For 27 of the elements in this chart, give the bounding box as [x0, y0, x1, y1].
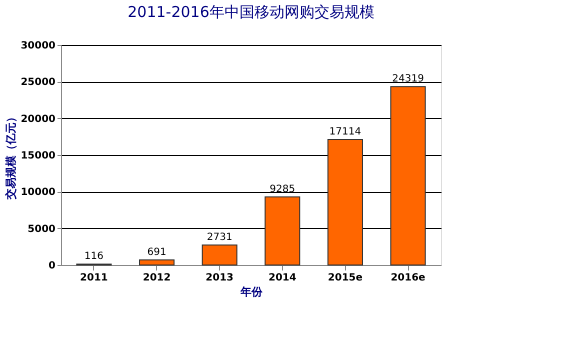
y-tick-label: 0: [48, 260, 56, 272]
bar: [264, 196, 300, 266]
x-axis-title: 年份: [240, 286, 264, 298]
data-label: 116: [84, 251, 104, 262]
y-tick-label: 30000: [20, 40, 56, 52]
x-tick-label: 2016e: [390, 272, 426, 284]
y-tick-label: 20000: [20, 114, 56, 125]
y-tick-label: 10000: [20, 187, 56, 198]
bar: [327, 138, 363, 266]
x-tick-label: 2015e: [328, 272, 363, 284]
x-tick-label: 2014: [268, 272, 296, 284]
bar: [202, 244, 238, 266]
data-label: 691: [147, 246, 166, 258]
x-tick-label: 2012: [142, 272, 171, 284]
data-label: 17114: [329, 126, 362, 138]
y-tick-label: 15000: [20, 150, 56, 162]
bar: [139, 259, 175, 266]
data-label: 24319: [392, 74, 424, 85]
bar: [390, 86, 426, 266]
x-tick-label: 2011: [80, 272, 108, 284]
y-axis-title: 交易规模（亿元）: [4, 112, 18, 200]
y-tick-label: 25000: [20, 77, 56, 88]
data-label: 2731: [206, 232, 232, 243]
x-tick-label: 2013: [206, 272, 234, 284]
data-label: 9285: [270, 184, 296, 195]
chart-title: 2011-2016年中国移动网购交易规模: [128, 3, 374, 21]
y-tick-label: 5000: [28, 224, 56, 235]
